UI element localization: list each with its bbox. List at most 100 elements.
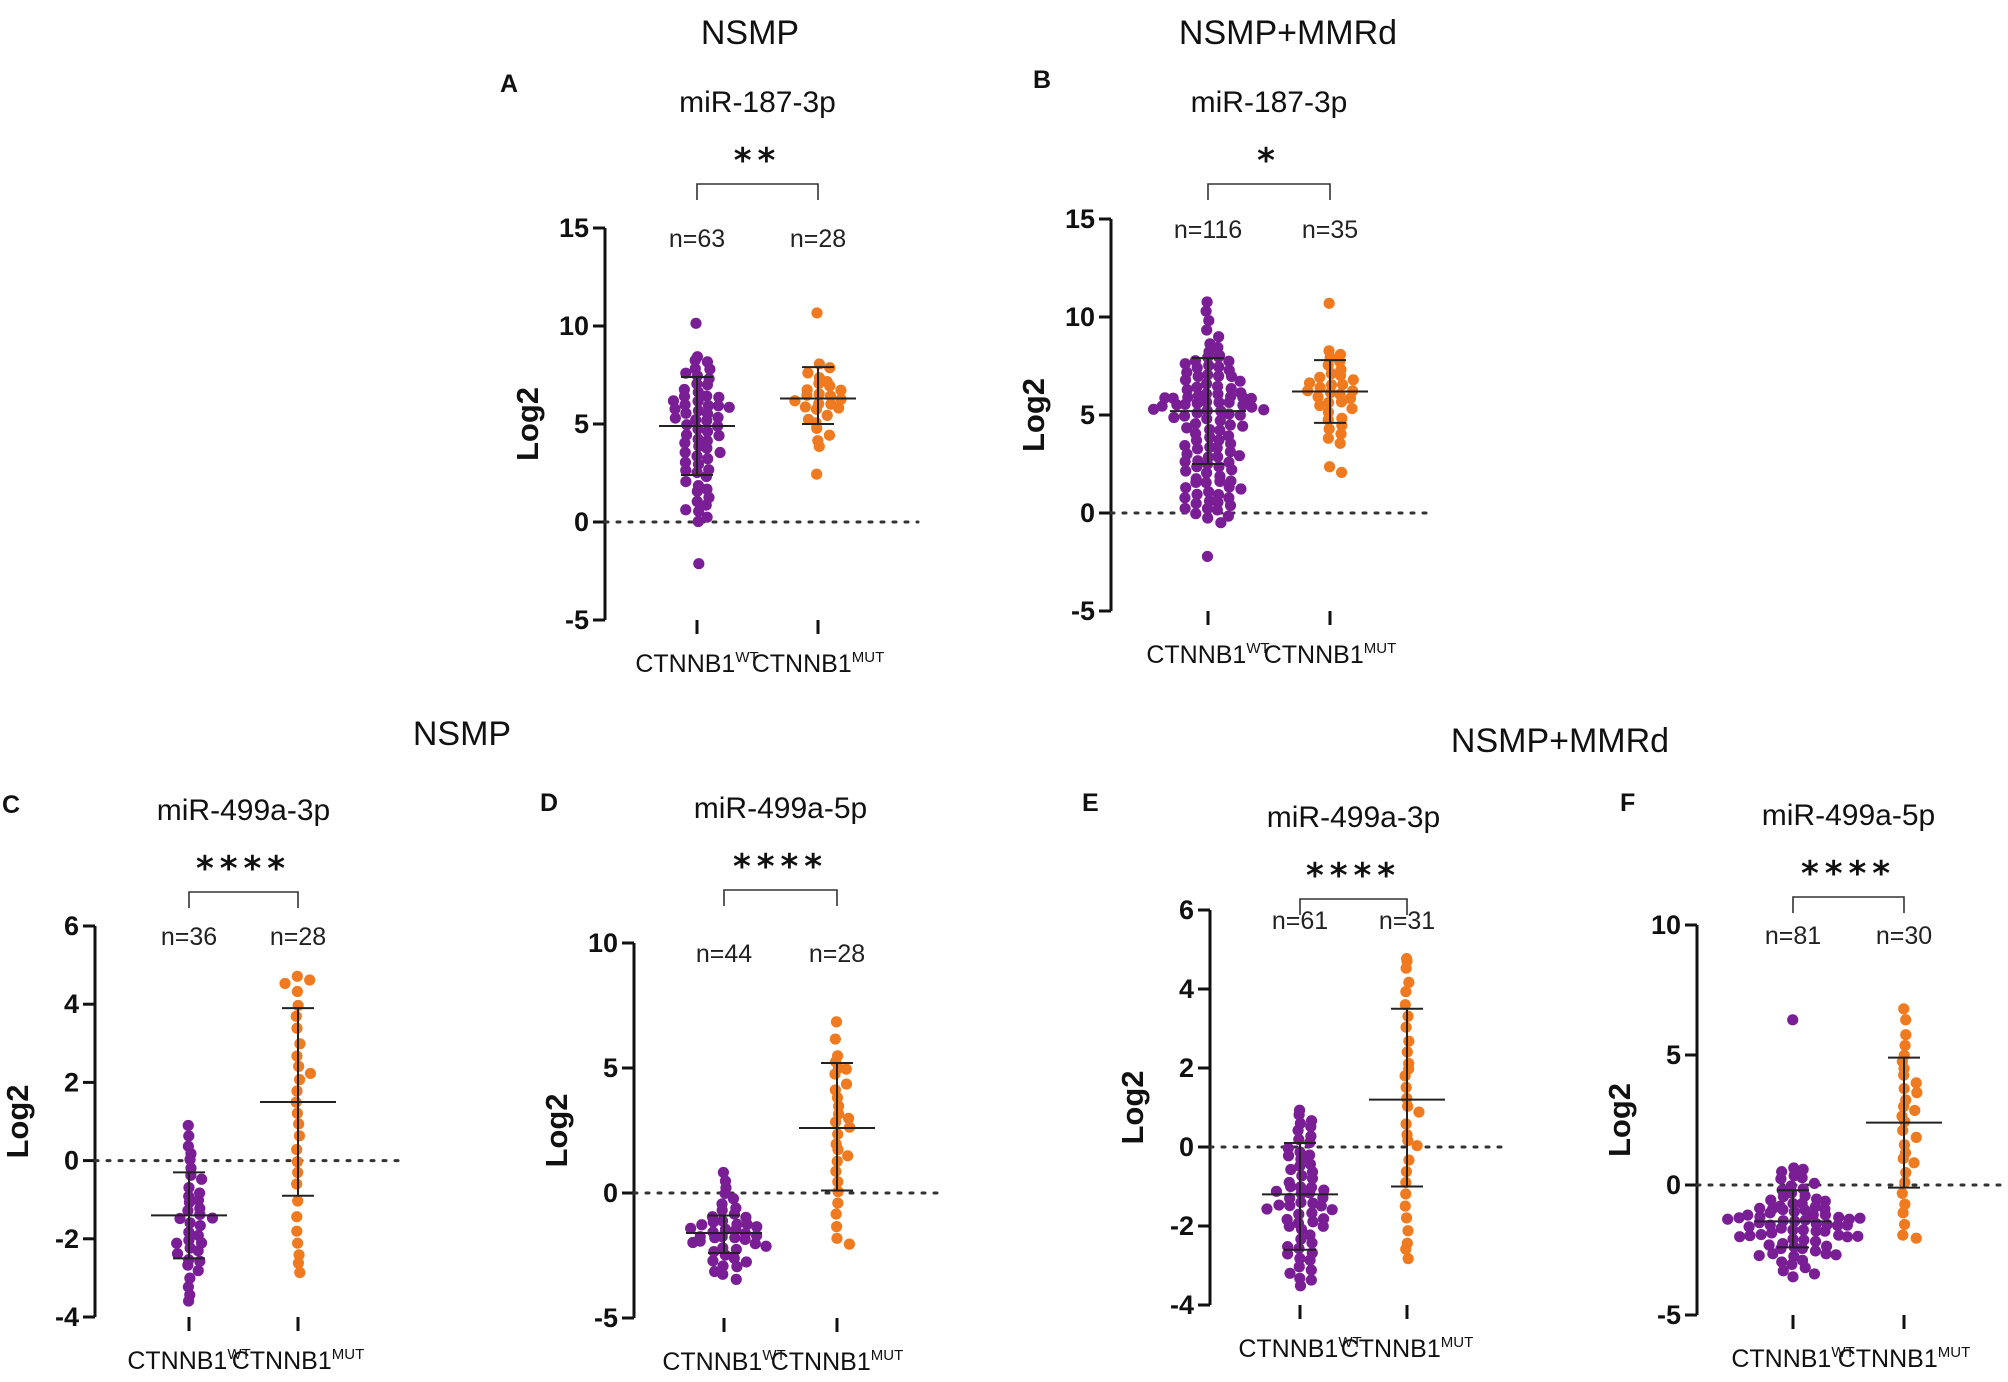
data-point: [1335, 466, 1348, 479]
data-point: [1764, 1207, 1776, 1219]
data-point: [707, 1216, 719, 1228]
data-point: [679, 437, 691, 449]
y-axis-title: Log2: [539, 1093, 574, 1167]
data-point: [1179, 502, 1191, 515]
data-point: [1179, 440, 1191, 452]
data-point: [1830, 1249, 1842, 1261]
data-point: [1722, 1213, 1734, 1225]
data-point: [1223, 481, 1235, 493]
data-point: [206, 1212, 219, 1224]
data-point: [1201, 413, 1213, 425]
data-point: [1777, 1203, 1789, 1216]
data-point: [730, 1273, 742, 1285]
y-tick-label: -4: [55, 1302, 79, 1332]
data-point: [802, 367, 814, 379]
x-category-label: CTNNB1MUT: [1341, 1334, 1474, 1363]
data-point: [1808, 1268, 1821, 1280]
data-point: [1285, 1163, 1297, 1176]
y-axis-title: Log2: [510, 387, 545, 461]
data-point: [1191, 397, 1203, 409]
data-point: [716, 1204, 728, 1216]
data-point: [1403, 1035, 1415, 1047]
data-point: [196, 1173, 208, 1185]
data-point: [712, 400, 725, 412]
data-point: [719, 1187, 731, 1200]
y-tick-label: 0: [1666, 1170, 1681, 1200]
data-point: [290, 1010, 302, 1022]
data-point: [1306, 1172, 1319, 1185]
data-point: [1305, 1264, 1317, 1276]
data-point: [1767, 1248, 1779, 1260]
data-point: [799, 401, 811, 413]
data-point: [810, 403, 823, 415]
data-point: [1246, 401, 1258, 413]
data-point: [811, 307, 823, 319]
data-point: [1775, 1173, 1787, 1185]
data-point: [1334, 437, 1346, 449]
y-tick-label: 5: [1080, 400, 1095, 430]
data-point: [291, 1178, 303, 1190]
significance-stars: ****: [1801, 854, 1896, 894]
data-point: [1399, 1070, 1411, 1082]
panel-title: miR-499a-5p: [1762, 799, 1935, 832]
data-point: [1911, 1087, 1923, 1099]
data-point: [831, 1232, 843, 1244]
data-point: [1204, 423, 1216, 436]
category-name: CTNNB1: [1264, 641, 1364, 669]
category-superscript: MUT: [332, 1346, 365, 1363]
data-point: [1809, 1245, 1822, 1257]
data-point: [184, 1272, 196, 1284]
data-point: [1312, 391, 1324, 403]
data-point: [813, 440, 825, 453]
data-point: [840, 1063, 852, 1075]
panel-title: miR-187-3p: [679, 86, 836, 119]
data-point: [1305, 1120, 1317, 1133]
data-point: [1190, 497, 1202, 510]
data-point: [701, 425, 714, 438]
data-point: [1191, 407, 1203, 419]
y-tick-label: 6: [64, 911, 79, 941]
data-point: [1282, 1150, 1295, 1162]
category-name: CTNNB1: [232, 1347, 332, 1375]
data-point: [291, 985, 303, 998]
data-point: [1147, 403, 1160, 415]
data-point: [184, 1153, 196, 1166]
category-name: CTNNB1: [1731, 1345, 1831, 1373]
x-category-label: CTNNB1WT: [635, 649, 758, 678]
data-point: [1897, 1229, 1909, 1241]
data-point: [1306, 1207, 1318, 1219]
data-point: [291, 1237, 304, 1249]
data-point: [1910, 1077, 1922, 1089]
data-point: [1305, 1274, 1317, 1286]
y-tick-label: 5: [603, 1053, 618, 1083]
data-point: [829, 1068, 841, 1080]
data-point: [1191, 443, 1204, 455]
category-name: CTNNB1: [635, 650, 735, 678]
data-point: [1201, 296, 1213, 308]
data-point: [681, 419, 693, 431]
data-point: [291, 1050, 303, 1062]
data-point: [709, 1232, 721, 1244]
data-point: [1156, 400, 1168, 412]
y-tick-label: -2: [55, 1224, 79, 1254]
data-point: [1317, 1220, 1329, 1232]
data-point: [1293, 1261, 1305, 1273]
data-point: [292, 1195, 304, 1207]
data-point: [291, 1211, 303, 1223]
data-point: [727, 1193, 740, 1205]
data-point: [691, 370, 704, 382]
data-point: [749, 1238, 761, 1250]
data-point: [1820, 1248, 1832, 1260]
data-point: [701, 390, 713, 402]
data-point: [1224, 419, 1236, 431]
data-point: [1775, 1242, 1787, 1255]
data-point: [1303, 1149, 1316, 1161]
data-point: [1796, 1172, 1808, 1184]
data-point: [1168, 411, 1180, 424]
data-point: [292, 1257, 305, 1269]
data-point: [1788, 1206, 1800, 1218]
category-name: CTNNB1: [1838, 1345, 1938, 1373]
data-point: [1226, 464, 1238, 476]
data-point: [1245, 392, 1257, 405]
